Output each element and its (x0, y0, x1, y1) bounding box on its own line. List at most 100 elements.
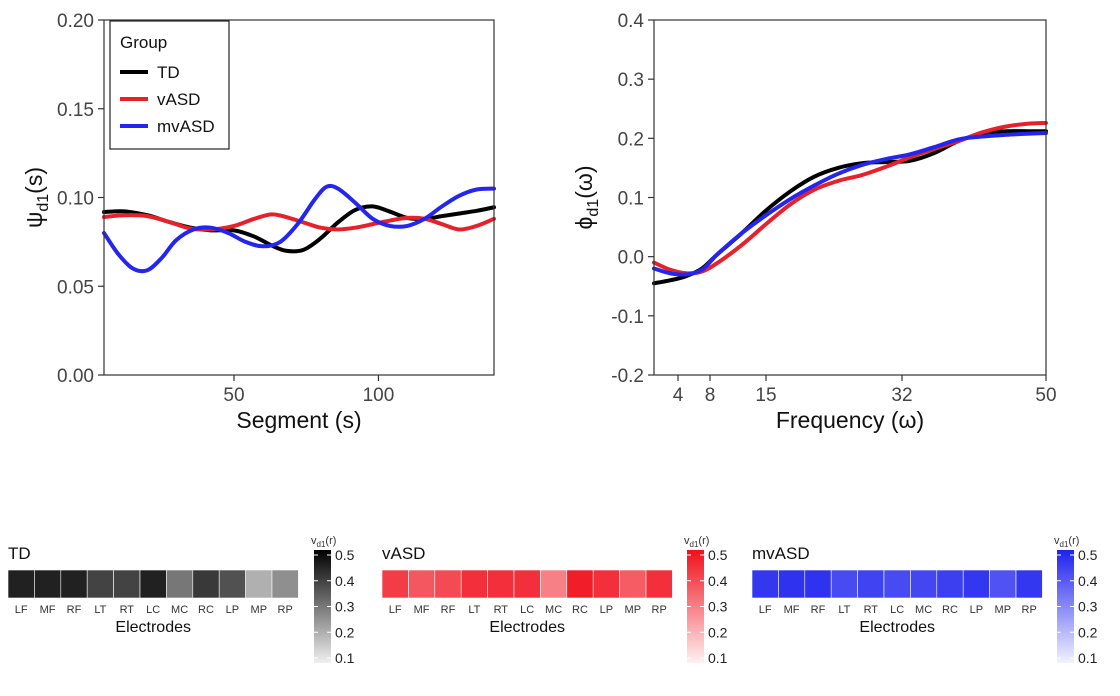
colorbar-title-tail: (r) (698, 535, 709, 547)
electrode-label: MC (915, 604, 932, 616)
heatmap-cell-RT (487, 569, 515, 599)
heatmap-cell-RT (857, 569, 885, 599)
x-axis-label: Frequency (ω) (776, 407, 924, 433)
legend-label-vASD: vASD (157, 90, 200, 109)
electrode-label: LP (600, 604, 613, 616)
y-tick-label: 0.3 (618, 70, 644, 91)
heatmap-x-label: Electrodes (489, 619, 565, 636)
heatmap-cell-LP (218, 569, 246, 599)
y-tick-label: 0.2 (618, 129, 644, 150)
y-tick-label: 0.00 (57, 366, 94, 387)
heatmap-cell-LF (381, 569, 409, 599)
colorbar-title-main: v (311, 535, 317, 547)
y-tick-label: 0.1 (618, 189, 644, 210)
electrode-label: LC (890, 604, 904, 616)
heatmap-cell-LP (592, 569, 620, 599)
y-label-sub: d1 (35, 194, 52, 212)
colorbar-tick-label: 0.3 (335, 599, 355, 615)
electrode-label: RC (572, 604, 588, 616)
electrode-label: RP (652, 604, 667, 616)
heatmap-cell-MP (989, 569, 1017, 599)
heatmap-cell-LF (7, 569, 35, 599)
colorbar-tick-label: 0.3 (708, 599, 728, 615)
colorbar-tick-label: 0.2 (708, 624, 728, 640)
heatmap-title: mvASD (752, 544, 810, 563)
electrode-label: LP (970, 604, 983, 616)
colorbar-title-sub: d1 (690, 540, 699, 549)
heatmap-cell-RF (804, 569, 832, 599)
y-label-tail: (ω) (571, 166, 597, 199)
electrode-label: RF (67, 604, 82, 616)
heatmap-cell-LC (883, 569, 911, 599)
y-tick-label: 0.20 (57, 11, 94, 32)
electrode-label: MF (40, 604, 56, 616)
heatmap-cell-RP (1015, 569, 1043, 599)
electrode-label: LC (146, 604, 160, 616)
colorbar-title-tail: (r) (325, 535, 336, 547)
heatmap-title: TD (8, 544, 31, 563)
heatmap-cell-MC (910, 569, 938, 599)
colorbar-title-main: v (684, 535, 690, 547)
colorbar-tick-label: 0.2 (1078, 624, 1098, 640)
colorbar-tick-label: 0.4 (335, 573, 355, 589)
electrode-label: RF (441, 604, 456, 616)
electrode-label: MP (251, 604, 268, 616)
electrode-label: LF (389, 604, 402, 616)
heatmap-cell-RP (645, 569, 673, 599)
colorbar-tick-label: 0.5 (708, 547, 728, 563)
heatmap-cell-MF (778, 569, 806, 599)
colorbar (687, 550, 704, 663)
electrode-label: LT (94, 604, 106, 616)
x-tick-label: 15 (755, 385, 776, 406)
electrode-label: MP (625, 604, 642, 616)
heatmap-cell-LT (86, 569, 114, 599)
colorbar-title: vd1(r) (1054, 535, 1079, 549)
electrode-label: MC (171, 604, 188, 616)
electrode-label: MC (545, 604, 562, 616)
electrode-label: RT (864, 604, 879, 616)
heatmap-cell-RC (192, 569, 220, 599)
electrode-label: RP (1022, 604, 1037, 616)
heatmap-TD: TD LF MF RF LT RT LC MC RC LP MP RP Electrodes vd1(r)… (7, 535, 355, 666)
y-tick-label: 0.10 (57, 189, 94, 210)
electrode-label: RC (942, 604, 958, 616)
heatmap-cell-MP (245, 569, 273, 599)
electrode-label: MF (414, 604, 430, 616)
electrode-label: RC (198, 604, 214, 616)
electrode-label: MP (995, 604, 1012, 616)
legend: Group TD vASD mvASD (109, 20, 230, 150)
heatmap-cell-MC (540, 569, 568, 599)
heatmap-cell-MF (34, 569, 62, 599)
heatmap-cell-MP (619, 569, 647, 599)
electrode-label: LT (468, 604, 480, 616)
heatmap-cell-RP (271, 569, 299, 599)
colorbar-tick-label: 0.2 (335, 624, 355, 640)
x-tick-label: 4 (673, 385, 684, 406)
series-line-vASD (652, 120, 1048, 276)
x-tick-label: 50 (1035, 385, 1056, 406)
heatmap-cell-RC (936, 569, 964, 599)
colorbar-title: vd1(r) (311, 535, 336, 549)
heatmap-cell-LT (830, 569, 858, 599)
heatmap-cell-RC (566, 569, 594, 599)
heatmap-cell-LT (460, 569, 488, 599)
x-tick-label: 32 (891, 385, 912, 406)
heatmap-cell-LC (513, 569, 541, 599)
electrode-label: LC (520, 604, 534, 616)
heatmap-cell-RF (60, 569, 88, 599)
plot-frame (653, 19, 1047, 376)
colorbar-tick-label: 0.5 (335, 547, 355, 563)
colorbar (314, 550, 331, 663)
series-line-vASD (102, 212, 496, 232)
y-tick-label: 0.0 (618, 248, 644, 269)
heatmap-cell-MF (408, 569, 436, 599)
colorbar-tick-label: 0.1 (335, 650, 355, 666)
legend-label-mvASD: mvASD (157, 117, 215, 136)
y-tick-label: -0.1 (611, 307, 644, 328)
electrode-label: LT (838, 604, 850, 616)
x-tick-label: 8 (705, 385, 716, 406)
y-tick-label: 0.05 (57, 277, 94, 298)
line-chart-2: -0.2 -0.1 0.0 0.1 0.2 0.3 0.4 4 8 15 32 50 Frequency… (571, 11, 1057, 433)
